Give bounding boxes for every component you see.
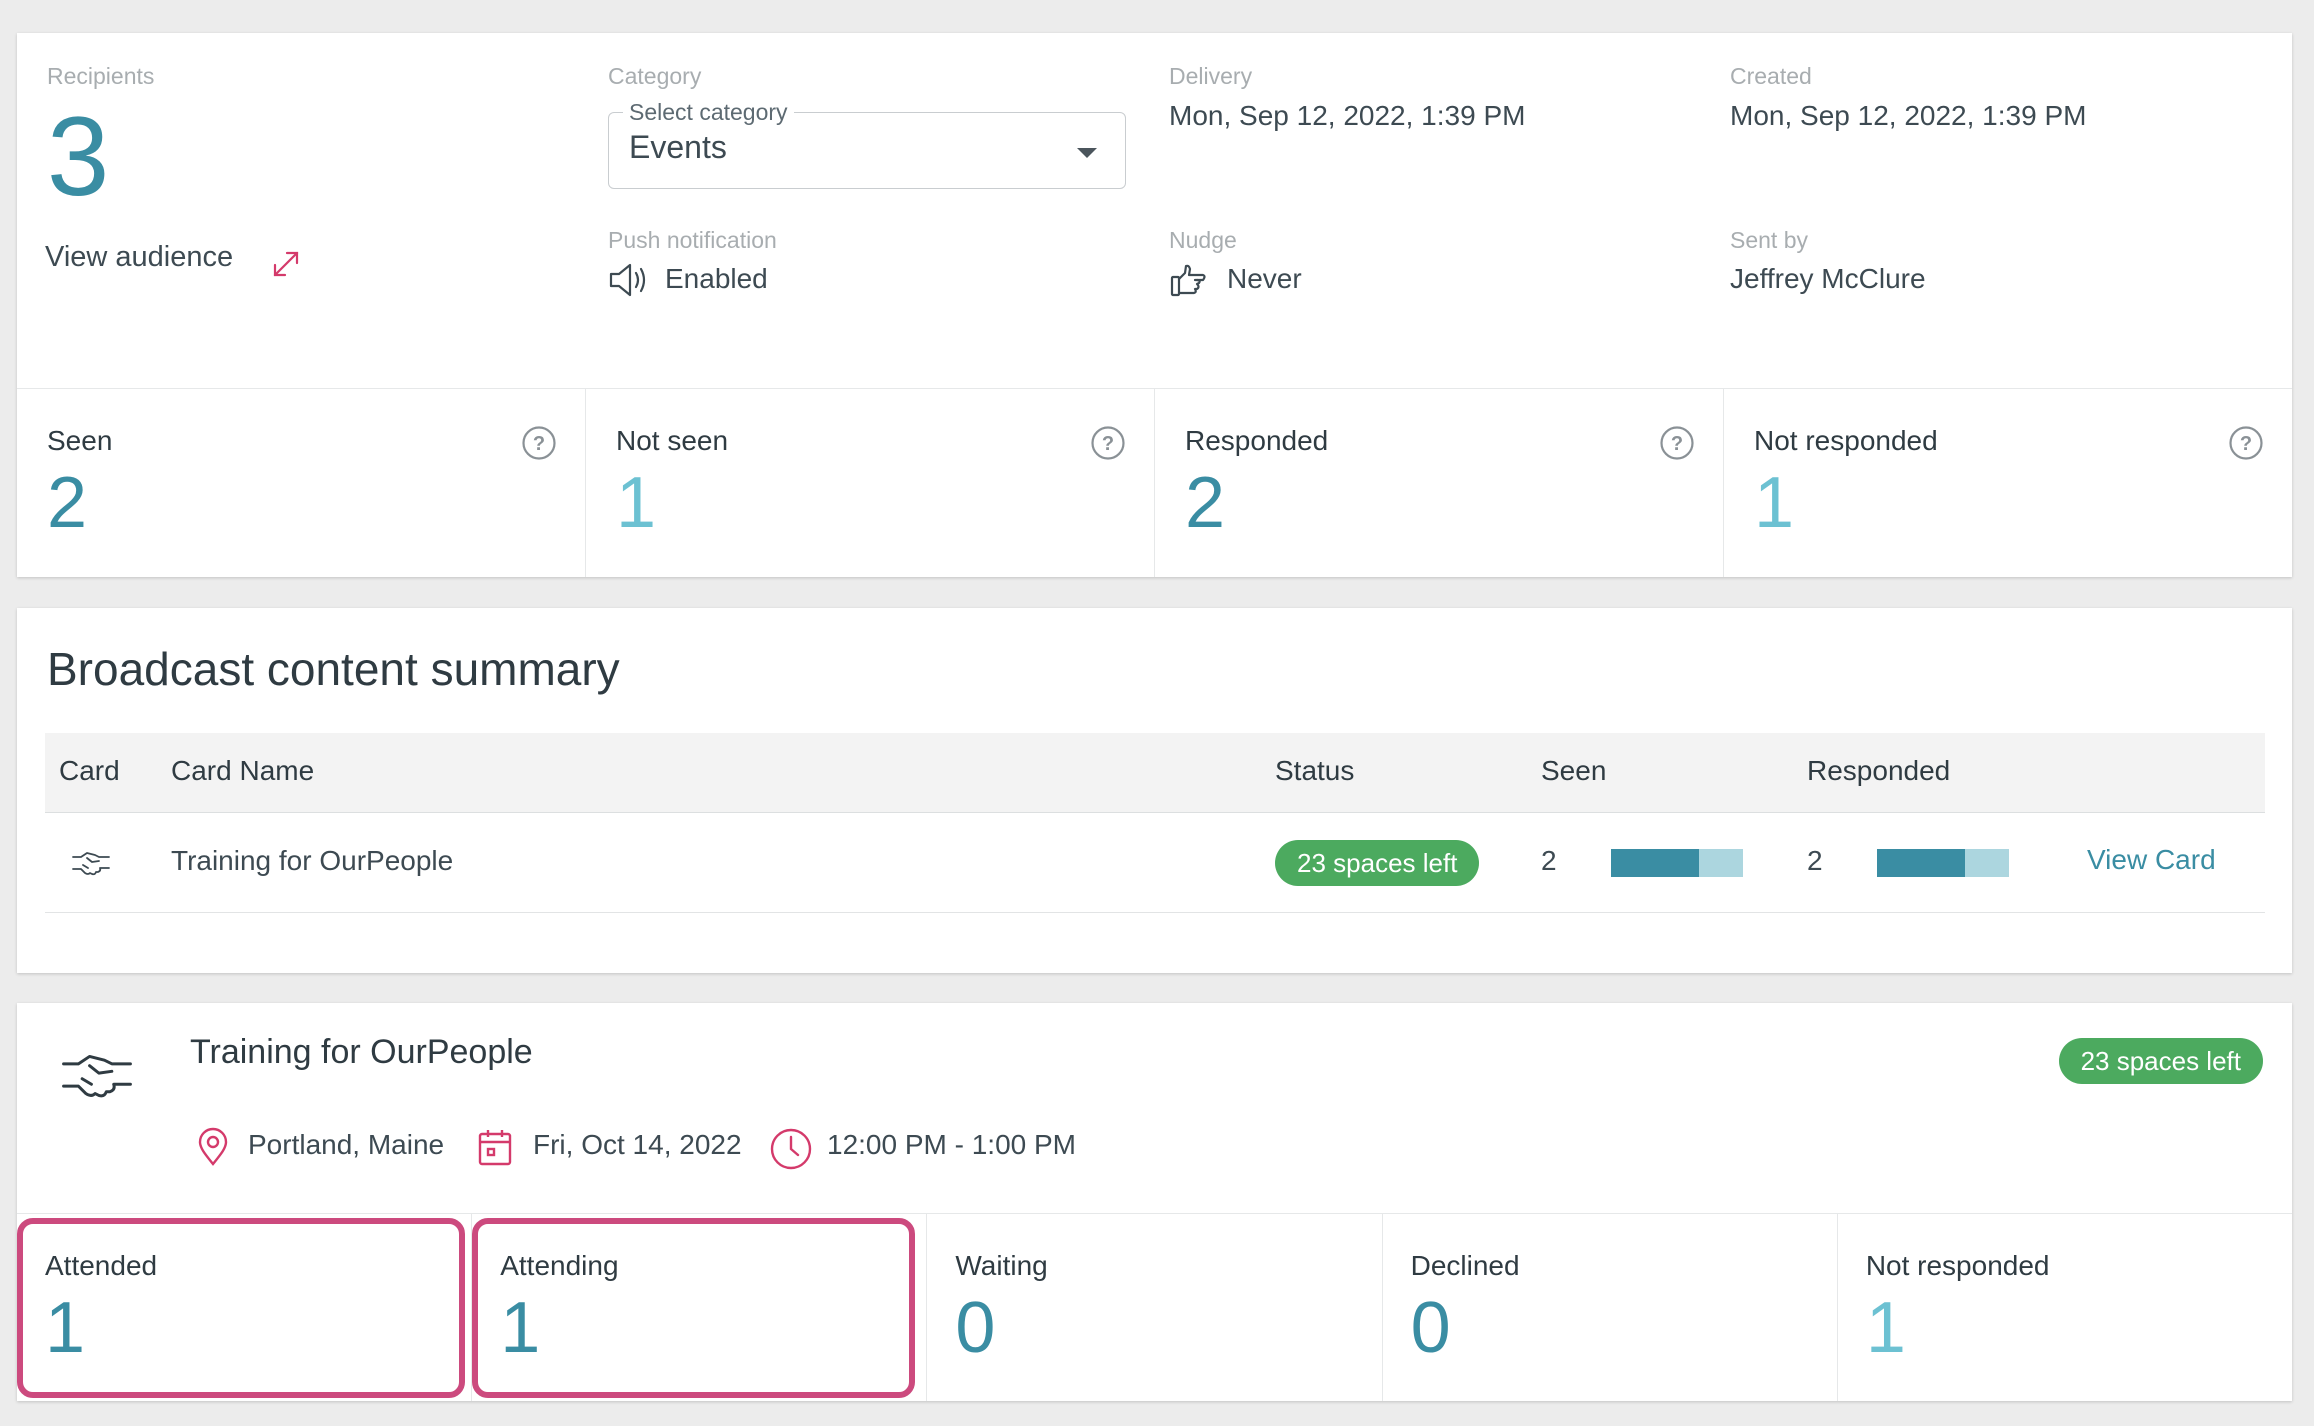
seen-count: 2 <box>1541 845 1557 876</box>
megaphone-icon <box>609 263 646 297</box>
event-status-badge: 23 spaces left <box>2058 1038 2263 1084</box>
help-icon[interactable]: ? <box>1659 425 1695 461</box>
pointing-hand-icon <box>1170 264 1206 297</box>
help-icon[interactable]: ? <box>2228 425 2264 461</box>
stat-not-seen: Not seen 1 ? <box>586 389 1155 577</box>
column-status: Status <box>1275 755 1355 786</box>
handshake-icon <box>72 852 110 876</box>
stat-value: 2 <box>47 463 88 543</box>
summary-table-header: Card Card Name Status Seen Responded <box>45 733 2265 813</box>
created-value: Mon, Sep 12, 2022, 1:39 PM <box>1730 100 2087 131</box>
sent-by-label: Sent by <box>1730 227 1808 253</box>
responded-progress-fill <box>1877 849 1966 877</box>
stat-label: Not responded <box>1865 1250 2050 1281</box>
stat-responded: Responded 2 ? <box>1155 389 1724 577</box>
sent-by-value: Jeffrey McClure <box>1730 263 1926 294</box>
column-card-name: Card Name <box>171 755 315 786</box>
caret-down-icon <box>1077 148 1097 158</box>
delivery-label: Delivery <box>1169 63 1253 89</box>
seen-progress-fill <box>1611 849 1700 877</box>
responded-count: 2 <box>1807 845 1823 876</box>
stat-attended: Attended 1 <box>17 1214 473 1401</box>
location-pin-icon <box>198 1127 228 1166</box>
event-detail-card: Training for OurPeople 23 spaces left Po… <box>17 1003 2292 1401</box>
table-row[interactable]: Training for OurPeople 23 spaces left 2 … <box>45 813 2265 913</box>
stat-label: Responded <box>1185 425 1329 456</box>
calendar-icon <box>478 1130 512 1166</box>
handshake-icon <box>62 1054 132 1098</box>
clock-icon <box>770 1128 812 1170</box>
content-summary-card: Broadcast content summary Card Card Name… <box>17 608 2292 973</box>
event-date: Fri, Oct 14, 2022 <box>533 1129 742 1160</box>
stat-value: 1 <box>1754 463 1795 543</box>
svg-text:?: ? <box>1671 433 1683 455</box>
stat-value: 0 <box>1410 1288 1451 1368</box>
event-location: Portland, Maine <box>248 1129 445 1160</box>
stat-not-responded: Not responded 1 ? <box>1724 389 2292 577</box>
stat-value: 1 <box>500 1288 541 1368</box>
stat-event-not-responded: Not responded 1 <box>1838 1214 2292 1401</box>
stat-value: 2 <box>1185 463 1226 543</box>
highlight-attended <box>17 1218 465 1398</box>
response-stats-row: Seen 2 ? Not seen 1 ? Responded 2 ? Not … <box>17 388 2292 577</box>
svg-text:?: ? <box>533 433 545 455</box>
stat-label: Waiting <box>955 1250 1048 1281</box>
push-notification-value: Enabled <box>665 263 768 294</box>
stat-value: 0 <box>955 1288 996 1368</box>
seen-progress-bar <box>1611 849 1743 877</box>
card-name: Training for OurPeople <box>171 845 454 876</box>
push-notification-label: Push notification <box>608 227 777 253</box>
stat-declined: Declined 0 <box>1383 1214 1838 1401</box>
stat-value: 1 <box>616 463 657 543</box>
view-audience-link[interactable]: View audience <box>45 241 234 273</box>
delivery-value: Mon, Sep 12, 2022, 1:39 PM <box>1169 100 1526 131</box>
stat-waiting: Waiting 0 <box>927 1214 1383 1401</box>
help-icon[interactable]: ? <box>1090 425 1126 461</box>
stat-label: Not responded <box>1754 425 1938 456</box>
stat-label: Not seen <box>616 425 729 456</box>
status-badge: 23 spaces left <box>1275 840 1480 886</box>
recipients-count: 3 <box>47 94 110 219</box>
svg-text:?: ? <box>1102 433 1114 455</box>
stat-value: 1 <box>45 1288 86 1368</box>
stat-label: Attending <box>500 1250 619 1281</box>
category-select-value: Events <box>629 129 727 165</box>
expand-icon[interactable] <box>269 247 303 281</box>
stat-value: 1 <box>1865 1288 1906 1368</box>
view-card-link[interactable]: View Card <box>2087 844 2216 875</box>
category-select-legend: Select category <box>623 99 794 126</box>
column-seen: Seen <box>1541 755 1607 786</box>
category-select[interactable]: Select category Events <box>608 99 1126 189</box>
nudge-value: Never <box>1227 263 1302 294</box>
summary-title: Broadcast content summary <box>47 643 620 695</box>
stat-seen: Seen 2 ? <box>17 389 586 577</box>
created-label: Created <box>1730 63 1812 89</box>
nudge-label: Nudge <box>1169 227 1237 253</box>
column-responded: Responded <box>1807 755 1951 786</box>
column-card: Card <box>59 755 120 786</box>
stat-label: Attended <box>45 1250 158 1281</box>
recipients-label: Recipients <box>47 63 155 89</box>
stat-label: Declined <box>1410 1250 1520 1281</box>
event-title: Training for OurPeople <box>190 1033 533 1071</box>
help-icon[interactable]: ? <box>521 425 557 461</box>
broadcast-overview-card: Recipients 3 View audience Category Sele… <box>17 33 2292 577</box>
event-time: 12:00 PM - 1:00 PM <box>827 1129 1077 1160</box>
responded-progress-bar <box>1877 849 2009 877</box>
highlight-attending <box>472 1218 915 1398</box>
attendance-stats-row: Attended 1 Attending 1 Waiting 0 Decline… <box>17 1213 2292 1401</box>
stat-label: Seen <box>47 425 113 456</box>
category-label: Category <box>608 63 702 89</box>
svg-text:?: ? <box>2240 433 2252 455</box>
stat-attending: Attending 1 <box>472 1214 928 1401</box>
